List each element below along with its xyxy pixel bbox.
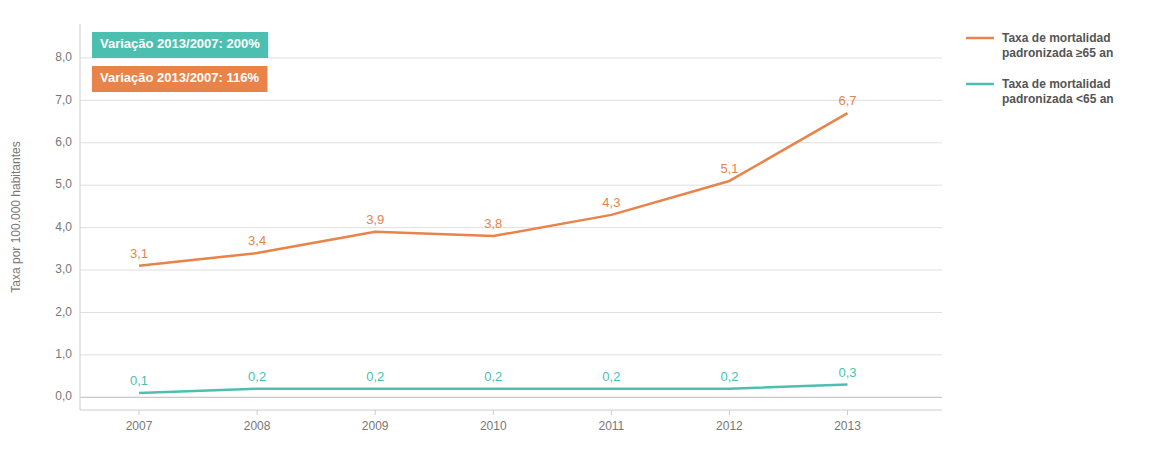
data-label: 0,2 <box>366 369 384 384</box>
y-tick-label: 2,0 <box>55 305 72 319</box>
data-label: 0,2 <box>248 369 266 384</box>
annotation-text: Variação 2013/2007: 116% <box>100 70 259 85</box>
annotation: Variação 2013/2007: 116% <box>92 66 267 92</box>
x-tick-label: 2010 <box>480 419 507 433</box>
x-tick <box>375 410 376 415</box>
grid <box>80 58 942 397</box>
data-label: 0,3 <box>838 365 856 380</box>
grid-line <box>80 354 942 355</box>
legend-swatch <box>966 83 994 86</box>
annotation-text: Variação 2013/2007: 200% <box>100 36 260 51</box>
x-tick-label: 2009 <box>362 419 389 433</box>
data-label: 4,3 <box>602 195 620 210</box>
y-tick-label: 4,0 <box>55 220 72 234</box>
data-label: 6,7 <box>838 93 856 108</box>
annotation-box <box>92 66 267 92</box>
data-label: 3,8 <box>484 216 502 231</box>
data-label: 0,2 <box>484 369 502 384</box>
data-label: 0,2 <box>602 369 620 384</box>
x-tick <box>493 410 494 415</box>
y-tick-label: 8,0 <box>55 50 72 64</box>
series-line <box>139 385 847 393</box>
y-axis-line <box>80 24 81 410</box>
legend: Taxa de mortalidadpadronizada ≥65 anTaxa… <box>966 31 1114 106</box>
y-tick-label: 0,0 <box>55 389 72 403</box>
y-tick-label: 5,0 <box>55 177 72 191</box>
legend-label-line: Taxa de mortalidad <box>1002 31 1110 45</box>
y-tick-label: 1,0 <box>55 347 72 361</box>
legend-label-line: padronizada <65 an <box>1002 92 1114 106</box>
annotation: Variação 2013/2007: 200% <box>92 32 268 58</box>
grid-line <box>80 312 942 313</box>
grid-line <box>80 227 942 228</box>
x-tick-label: 2013 <box>834 419 861 433</box>
x-tick <box>257 410 258 415</box>
grid-line <box>80 100 942 101</box>
legend-label: Taxa de mortalidadpadronizada <65 an <box>1002 77 1114 106</box>
data-label: 3,9 <box>366 212 384 227</box>
x-tick-label: 2007 <box>126 419 153 433</box>
x-tick-label: 2011 <box>598 419 624 433</box>
data-label: 3,4 <box>248 233 266 248</box>
data-label: 5,1 <box>720 161 738 176</box>
x-tick-label: 2008 <box>244 419 271 433</box>
grid-line <box>80 185 942 186</box>
legend-swatch <box>966 37 994 40</box>
annotation-box <box>92 32 268 58</box>
data-label: 0,2 <box>720 369 738 384</box>
data-label: 0,1 <box>130 373 148 388</box>
data-label: 3,1 <box>130 246 148 261</box>
x-tick <box>729 410 730 415</box>
lines <box>139 113 847 393</box>
legend-label-line: padronizada ≥65 an <box>1002 46 1113 60</box>
grid-line <box>80 397 942 398</box>
x-tick <box>847 410 848 415</box>
grid-line <box>80 142 942 143</box>
chart: 0,0 1,0 2,0 3,0 4,0 5,0 6,0 7,0 8,0 2007 2008 2009 2… <box>0 0 1152 450</box>
x-tick <box>139 410 140 415</box>
y-tick-label: 7,0 <box>55 93 72 107</box>
legend-label-line: Taxa de mortalidad <box>1002 77 1110 91</box>
x-tick <box>611 410 612 415</box>
x-axis-line <box>80 410 942 411</box>
x-tick-label: 2012 <box>716 419 743 433</box>
legend-label: Taxa de mortalidadpadronizada ≥65 an <box>1002 31 1113 60</box>
series-line <box>139 113 847 266</box>
y-tick-label: 3,0 <box>55 262 72 276</box>
grid-line <box>80 270 942 271</box>
y-tick-label: 6,0 <box>55 135 72 149</box>
y-axis-label: Taxa por 100.000 habitantes <box>9 141 23 292</box>
